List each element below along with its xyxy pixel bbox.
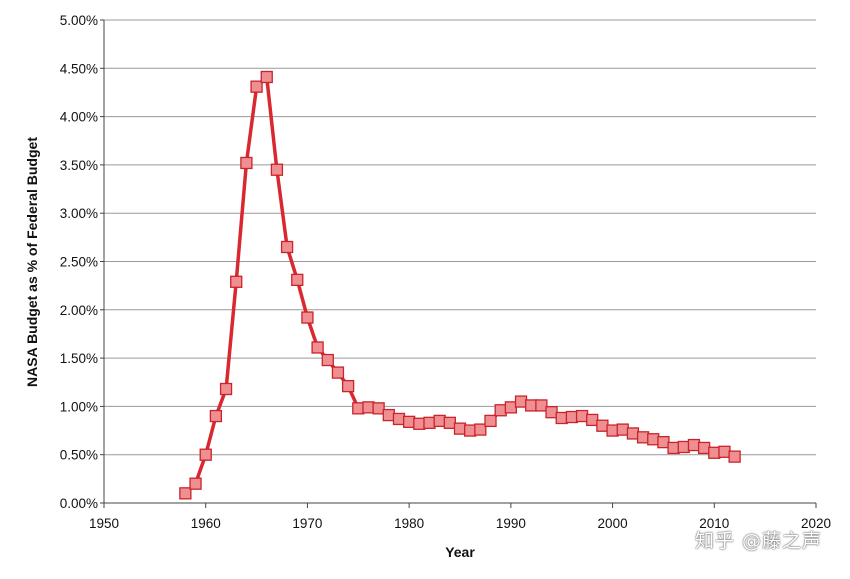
data-point [311,341,324,354]
data-point [270,163,284,176]
x-tick-label: 1970 [292,516,322,531]
data-point [392,412,406,426]
data-point [280,240,294,254]
data-point [504,401,518,414]
data-point [494,404,507,417]
data-point [179,487,192,500]
data-point [626,427,640,440]
data-point [647,433,660,446]
x-tick-label: 1980 [394,516,424,531]
x-axis-title: Year [445,544,475,560]
x-tick-label: 1950 [89,516,119,531]
data-point [636,431,650,444]
data-point [555,411,568,425]
axes [100,19,817,508]
y-tick-label: 5.00% [60,13,98,28]
data-point [697,441,711,455]
data-point [240,156,253,170]
data-point [453,422,467,435]
tick-labels: 0.00% 0.50% 1.00% 1.50% 2.00% 2.50% 3.00% 3.50%… [60,13,831,531]
gridlines [104,19,816,456]
data-point [606,424,619,437]
data-point [382,408,395,422]
data-point [219,382,233,396]
data-point [514,395,528,408]
y-tick-label: 2.00% [60,303,98,318]
y-tick-label: 2.50% [60,255,98,270]
data-point [484,414,497,428]
x-tick-label: 2020 [801,516,831,531]
data-point [331,366,345,379]
data-point [341,379,355,393]
x-tick-label: 1960 [191,516,221,531]
data-point [352,402,365,415]
data-point [443,416,456,429]
x-tick-label: 2000 [598,516,628,531]
data-point [362,401,375,414]
y-tick-label: 4.00% [60,110,98,125]
data-point [209,409,223,423]
data-point [413,417,426,430]
watermark: 知乎 @藤之声 [694,530,822,552]
data-point [535,399,548,412]
data-point [525,399,538,412]
data-point [616,423,629,436]
data-point [199,448,212,461]
x-tick-label: 2010 [699,516,729,531]
y-tick-label: 4.50% [60,61,98,76]
data-point [708,446,721,459]
data-point [718,445,731,458]
data-point [667,441,680,455]
data-point [423,416,436,429]
y-tick-label: 0.00% [60,496,98,511]
y-tick-label: 0.50% [60,448,98,463]
data-point [321,353,334,367]
data-point [596,419,609,432]
data-point [250,80,263,93]
data-point [372,402,385,415]
data-point [260,70,273,84]
data-point [464,424,477,437]
y-tick-label: 1.00% [60,399,98,414]
data-point [657,435,670,449]
data-point [677,440,690,454]
data-point [575,409,589,423]
data-point [474,423,487,436]
data-point [402,415,416,429]
data-point [291,273,304,287]
y-tick-label: 1.50% [60,351,98,366]
data-point [230,275,243,288]
data-series [179,70,741,500]
data-point [301,311,314,324]
data-point [545,406,558,419]
data-point [586,413,599,427]
data-point [565,410,579,424]
data-point [189,477,202,490]
data-point [728,450,741,463]
data-point [687,438,701,452]
y-tick-label: 3.50% [60,158,98,173]
x-tick-label: 1990 [496,516,526,531]
data-point [433,414,446,428]
y-axis-title: NASA Budget as % of Federal Budget [24,137,40,387]
y-tick-label: 3.00% [60,206,98,221]
